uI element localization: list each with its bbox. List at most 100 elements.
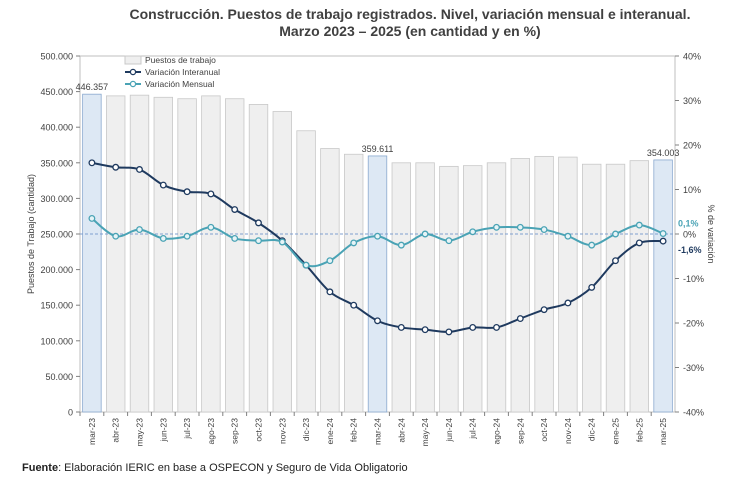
legend-marker xyxy=(129,80,137,88)
bar xyxy=(296,130,316,413)
x-tick-label: ene-25 xyxy=(611,418,621,445)
data-point xyxy=(231,234,239,242)
legend-swatch xyxy=(124,55,142,65)
x-tick-label: abr-23 xyxy=(111,418,121,443)
x-tick-label: nov-24 xyxy=(563,418,573,444)
bar xyxy=(106,95,126,413)
legend-label: Variación Interanual xyxy=(145,67,220,77)
data-point xyxy=(183,188,191,196)
data-point xyxy=(302,261,310,269)
y2-tick-label: 40% xyxy=(683,52,701,62)
data-point xyxy=(564,232,572,240)
y-tick-label: 250.000 xyxy=(40,230,73,240)
x-tick-label: mar-24 xyxy=(373,418,383,445)
bar xyxy=(201,95,221,413)
data-point xyxy=(564,299,572,307)
y2-tick-label: 0% xyxy=(683,230,696,240)
x-tick-label: ene-24 xyxy=(325,418,335,445)
x-tick-label: ago-24 xyxy=(492,418,502,445)
data-point xyxy=(397,241,405,249)
y-tick-label: 500.000 xyxy=(40,52,73,62)
bar xyxy=(439,165,459,413)
data-point xyxy=(136,166,143,173)
bar xyxy=(391,162,411,413)
legend-marker xyxy=(129,68,137,76)
legend-label: Variación Mensual xyxy=(145,79,214,89)
x-tick-label: mar-25 xyxy=(658,418,668,445)
data-point xyxy=(326,257,334,265)
x-tick-label: jul-24 xyxy=(468,418,478,440)
data-point xyxy=(88,214,96,222)
y-tick-label: 50.000 xyxy=(45,372,73,382)
data-point xyxy=(635,239,643,247)
data-point xyxy=(374,317,381,325)
x-tick-label: oct-23 xyxy=(254,418,264,442)
data-point xyxy=(255,237,262,245)
data-point xyxy=(421,230,429,238)
x-tick-label: nov-23 xyxy=(277,418,287,444)
bar xyxy=(225,98,245,413)
x-tick-label: abr-24 xyxy=(396,418,406,443)
data-point xyxy=(159,234,167,242)
data-point xyxy=(374,232,381,240)
data-point xyxy=(159,181,167,189)
bar xyxy=(248,104,269,413)
data-point xyxy=(278,238,286,246)
x-tick-label: may-23 xyxy=(135,418,145,447)
y2-tick-label: 30% xyxy=(683,96,701,106)
data-point xyxy=(516,223,524,231)
y-tick-label: 100.000 xyxy=(40,336,73,346)
x-tick-label: dic-24 xyxy=(587,418,597,441)
data-point xyxy=(112,232,120,240)
x-tick-label: sep-23 xyxy=(230,418,240,444)
data-point xyxy=(397,324,405,331)
bar-data-label: 354.003 xyxy=(647,148,680,158)
y-tick-label: 150.000 xyxy=(40,301,73,311)
data-point xyxy=(88,159,96,167)
bar xyxy=(129,94,150,413)
bar xyxy=(629,160,649,413)
data-point xyxy=(659,237,667,245)
bar xyxy=(153,96,173,413)
bar xyxy=(320,148,340,413)
x-tick-label: jul-23 xyxy=(182,418,192,440)
y2-tick-label: -40% xyxy=(683,408,704,418)
bar xyxy=(82,93,102,413)
y-tick-label: 200.000 xyxy=(40,265,73,275)
chart-subtitle: Marzo 2023 – 2025 (en cantidad y en %) xyxy=(279,23,541,39)
y2-tick-label: 20% xyxy=(683,141,701,151)
data-point xyxy=(469,324,477,331)
bar xyxy=(653,159,673,413)
data-point xyxy=(635,221,643,229)
y2-tick-label: -20% xyxy=(683,319,704,329)
bar-data-label: 359.611 xyxy=(362,144,394,154)
data-point xyxy=(445,237,453,245)
bar xyxy=(534,155,554,413)
data-point xyxy=(540,226,548,233)
y-tick-label: 0 xyxy=(68,408,73,418)
bar xyxy=(367,155,388,413)
y-tick-label: 450.000 xyxy=(40,87,73,97)
x-tick-label: oct-24 xyxy=(539,418,549,442)
source-text: : Elaboración IERIC en base a OSPECON y … xyxy=(58,462,408,474)
data-point xyxy=(326,288,334,296)
chart-title: Construcción. Puestos de trabajo registr… xyxy=(129,6,691,22)
source-label: Fuente xyxy=(22,462,59,474)
x-tick-label: feb-25 xyxy=(634,418,644,442)
bar xyxy=(510,158,530,413)
data-point xyxy=(350,239,358,247)
y2-tick-label: -10% xyxy=(683,274,704,284)
y-tick-label: 350.000 xyxy=(40,158,73,168)
data-point xyxy=(445,328,453,336)
data-point xyxy=(540,306,548,314)
bar xyxy=(344,153,364,413)
x-tick-label: jun-24 xyxy=(444,418,454,443)
bar xyxy=(486,162,507,413)
data-point xyxy=(183,232,191,240)
data-point xyxy=(255,219,262,227)
y2-axis-title: % de variación xyxy=(706,204,716,263)
x-tick-label: feb-24 xyxy=(349,418,359,442)
y2-tick-label: -30% xyxy=(683,363,704,373)
data-point xyxy=(421,326,429,334)
data-point xyxy=(516,315,524,322)
